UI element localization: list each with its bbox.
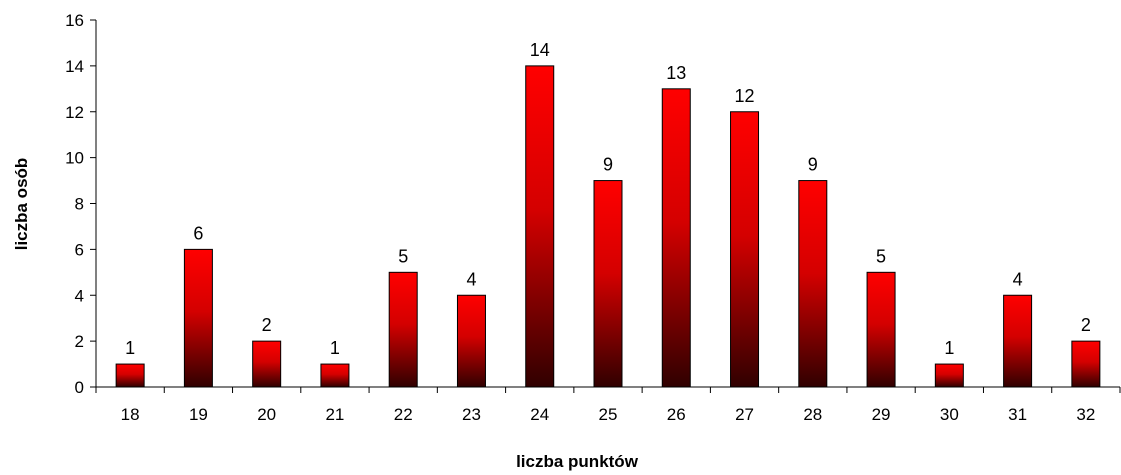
- y-tick-label: 12: [65, 103, 84, 122]
- bar-28: [798, 180, 828, 388]
- y-axis: 0 2 4 6 8 10 12 14 16: [65, 11, 97, 397]
- bar-18: [115, 363, 145, 388]
- data-label-18: 1: [125, 338, 135, 358]
- data-label-28: 9: [808, 155, 818, 175]
- data-label-23: 4: [466, 269, 476, 289]
- data-label-20: 2: [262, 315, 272, 335]
- bar-23: [456, 294, 486, 388]
- bar-21: [320, 363, 350, 388]
- y-tick-label: 8: [75, 195, 84, 214]
- y-tick-label: 2: [75, 332, 84, 351]
- x-tick-label-23: 23: [462, 405, 481, 424]
- bar-24: [525, 65, 555, 388]
- y-tick-label: 14: [65, 57, 84, 76]
- x-tick-label-26: 26: [667, 405, 686, 424]
- x-tick-label-25: 25: [599, 405, 618, 424]
- bar-25: [593, 180, 623, 388]
- bar-29: [866, 271, 896, 388]
- x-axis-title: liczba punktów: [516, 452, 639, 471]
- data-label-27: 12: [735, 86, 755, 106]
- data-label-19: 6: [193, 223, 203, 243]
- y-tick-label: 6: [75, 240, 84, 259]
- y-axis-title: liczba osób: [12, 158, 31, 251]
- y-tick-label: 4: [75, 286, 84, 305]
- data-label-22: 5: [398, 246, 408, 266]
- x-tick-label-18: 18: [121, 405, 140, 424]
- x-tick-label-32: 32: [1076, 405, 1095, 424]
- data-label-21: 1: [330, 338, 340, 358]
- y-tick-label: 16: [65, 11, 84, 30]
- x-tick-label-20: 20: [257, 405, 276, 424]
- bar-32: [1071, 340, 1101, 388]
- x-tick-label-21: 21: [325, 405, 344, 424]
- data-label-25: 9: [603, 155, 613, 175]
- x-tick-label-24: 24: [530, 405, 549, 424]
- data-label-24: 14: [530, 40, 550, 60]
- y-tick-label: 10: [65, 149, 84, 168]
- x-tick-label-30: 30: [940, 405, 959, 424]
- data-label-29: 5: [876, 246, 886, 266]
- bar-27: [730, 111, 760, 388]
- x-axis: 18 19 20 21 22 23 24 25 26 27 28 29 30 31 32: [95, 386, 1121, 424]
- x-tick-label-28: 28: [803, 405, 822, 424]
- bar-20: [252, 340, 282, 388]
- bar-22: [388, 271, 418, 388]
- bar-26: [661, 88, 691, 388]
- data-label-32: 2: [1081, 315, 1091, 335]
- data-label-30: 1: [944, 338, 954, 358]
- data-label-31: 4: [1013, 269, 1023, 289]
- bar-19: [183, 248, 213, 388]
- x-tick-label-19: 19: [189, 405, 208, 424]
- bar-30: [934, 363, 964, 388]
- x-tick-label-29: 29: [872, 405, 891, 424]
- x-tick-label-31: 31: [1008, 405, 1027, 424]
- x-tick-label-22: 22: [394, 405, 413, 424]
- y-tick-label: 0: [75, 378, 84, 397]
- bar-31: [1003, 294, 1033, 388]
- data-label-26: 13: [666, 63, 686, 83]
- x-tick-label-27: 27: [735, 405, 754, 424]
